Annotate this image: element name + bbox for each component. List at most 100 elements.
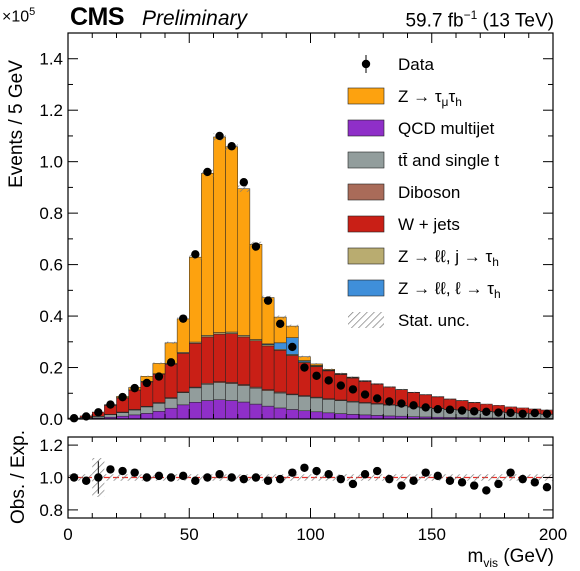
- y-exponent: ×105: [2, 6, 36, 26]
- ztt-bar: [249, 244, 263, 340]
- data-point: [94, 408, 103, 417]
- qcd-bar: [164, 407, 178, 420]
- data-point: [142, 378, 152, 388]
- data-point: [372, 394, 382, 403]
- stat-unc-band: [383, 386, 396, 388]
- data-point: [215, 131, 224, 141]
- data-point: [324, 376, 333, 385]
- ratio-point: [288, 468, 297, 477]
- data-point: [397, 399, 406, 408]
- ratio-point: [457, 478, 467, 487]
- qcd-bar: [298, 410, 311, 420]
- ratio-point: [433, 471, 443, 481]
- ttbar-bar: [358, 402, 372, 416]
- ratio-point: [203, 473, 212, 482]
- ratio-y-tick-label: 0.8: [39, 501, 63, 520]
- stat-unc-band: [140, 375, 153, 377]
- ttbar-bar: [273, 392, 287, 409]
- stat-unc-band: [371, 383, 384, 385]
- y-tick-label: 0.8: [39, 204, 63, 223]
- ratio-point: [81, 476, 91, 485]
- zll_lep-bar: [273, 342, 287, 350]
- data-point: [348, 385, 358, 394]
- wjets-bar: [201, 336, 214, 384]
- ratio-point: [324, 470, 333, 479]
- stat-unc-band: [419, 394, 432, 395]
- data-point: [191, 250, 200, 259]
- ratio-point: [397, 481, 406, 490]
- y-axis-title: Events / 5 GeV: [6, 60, 27, 188]
- legend: Data Z → τμτh QCD multijet tt̄ and single t…: [347, 55, 501, 330]
- ratio-unc-band: [492, 474, 505, 481]
- qcd-bar: [286, 409, 299, 420]
- ratio-unc-band: [468, 474, 481, 481]
- ratio-unc-band: [128, 474, 141, 481]
- ztt-bar: [225, 146, 238, 333]
- data-point: [106, 400, 115, 409]
- data-point: [409, 401, 418, 410]
- stat-unc-band: [165, 341, 178, 345]
- ratio-point: [130, 468, 139, 477]
- qcd-bar: [358, 414, 372, 420]
- qcd-bar: [273, 407, 287, 420]
- ratio-point: [385, 474, 394, 484]
- ratio-unc-band: [346, 474, 359, 481]
- stat-unc-band: [346, 376, 359, 378]
- data-point: [360, 390, 370, 399]
- ttbar-bar: [298, 396, 311, 412]
- x-tick-label: 200: [539, 525, 567, 544]
- legend-label: Diboson: [398, 183, 460, 202]
- legend-label: tt̄ and single t: [398, 151, 499, 170]
- qcd-bar: [128, 414, 141, 420]
- ratio-point: [263, 476, 273, 485]
- ztt-bar: [237, 188, 251, 336]
- legend-label: Data: [398, 55, 434, 74]
- ttbar-bar: [213, 382, 226, 400]
- stat-unc-band: [359, 380, 372, 382]
- ratio-point: [360, 470, 370, 479]
- qcd-bar: [140, 413, 154, 420]
- stat-unc-band: [322, 368, 335, 371]
- data-point: [385, 397, 394, 406]
- ttbar-bar: [334, 400, 348, 414]
- stat-unc-band: [152, 362, 165, 365]
- stat-unc-band: [504, 406, 517, 408]
- ratio-point: [542, 483, 552, 492]
- ttbar-bar: [116, 412, 129, 417]
- ttbar-bar: [225, 383, 238, 401]
- stat-unc-band: [480, 403, 493, 405]
- ratio-point: [106, 465, 115, 474]
- stat-unc-band: [286, 324, 299, 328]
- ratio-point: [166, 473, 176, 482]
- x-tick-label: 0: [63, 525, 72, 544]
- wjets-bar: [237, 336, 251, 385]
- ratio-point: [94, 473, 103, 482]
- ratio-point: [372, 466, 382, 476]
- x-axis-title: mvis (GeV): [467, 546, 554, 570]
- ratio-point: [215, 470, 224, 479]
- ztt-bar: [189, 256, 202, 343]
- stat-unc-band: [468, 401, 481, 403]
- data-point: [130, 383, 139, 393]
- ratio-unc-band: [371, 474, 384, 481]
- ratio-point: [518, 474, 527, 484]
- data-point: [69, 414, 79, 423]
- qcd-bar: [249, 403, 263, 420]
- stat-unc-band: [274, 315, 287, 319]
- stat-unc-band: [237, 185, 250, 192]
- data-point: [227, 142, 236, 151]
- data-point: [300, 363, 309, 372]
- wjets-bar: [322, 370, 335, 399]
- ratio-unc-band: [298, 474, 311, 481]
- data-point: [518, 409, 527, 419]
- legend-swatch-qcd: [347, 119, 385, 137]
- ttbar-bar: [286, 394, 299, 410]
- ratio-point: [239, 474, 249, 484]
- data-point: [433, 405, 443, 414]
- ratio-unc-band: [528, 474, 541, 481]
- data-point: [203, 167, 212, 177]
- ttbar-bar: [152, 403, 166, 412]
- ztt-bar: [152, 363, 166, 374]
- wjets-bar: [128, 389, 141, 410]
- ttbar-bar: [249, 387, 263, 405]
